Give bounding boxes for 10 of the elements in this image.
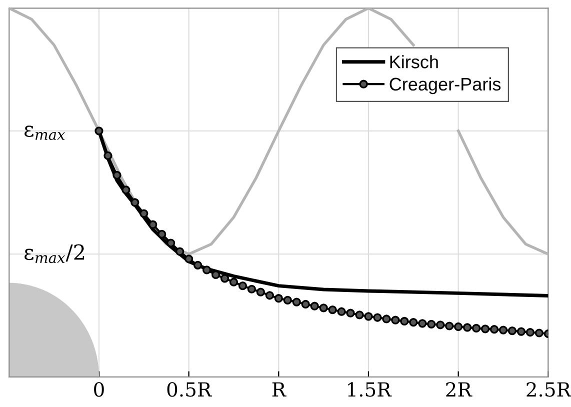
x-tick-label: 1.5R (348, 382, 392, 397)
x-tick-label: 0.5R (167, 382, 212, 397)
ref-line-label: ε$_{max}$ (24, 126, 66, 140)
legend-label: Creager-Paris (390, 77, 501, 94)
ref-line-label: ε$_{max}$/2 (24, 244, 84, 264)
x-tick-label: 2R (446, 382, 472, 397)
x-tick-label: 2.5R (526, 382, 571, 397)
x-tick-label: 0 (94, 382, 104, 397)
x-tick-label: R (272, 382, 286, 397)
legend-label: Kirsch (390, 55, 438, 68)
